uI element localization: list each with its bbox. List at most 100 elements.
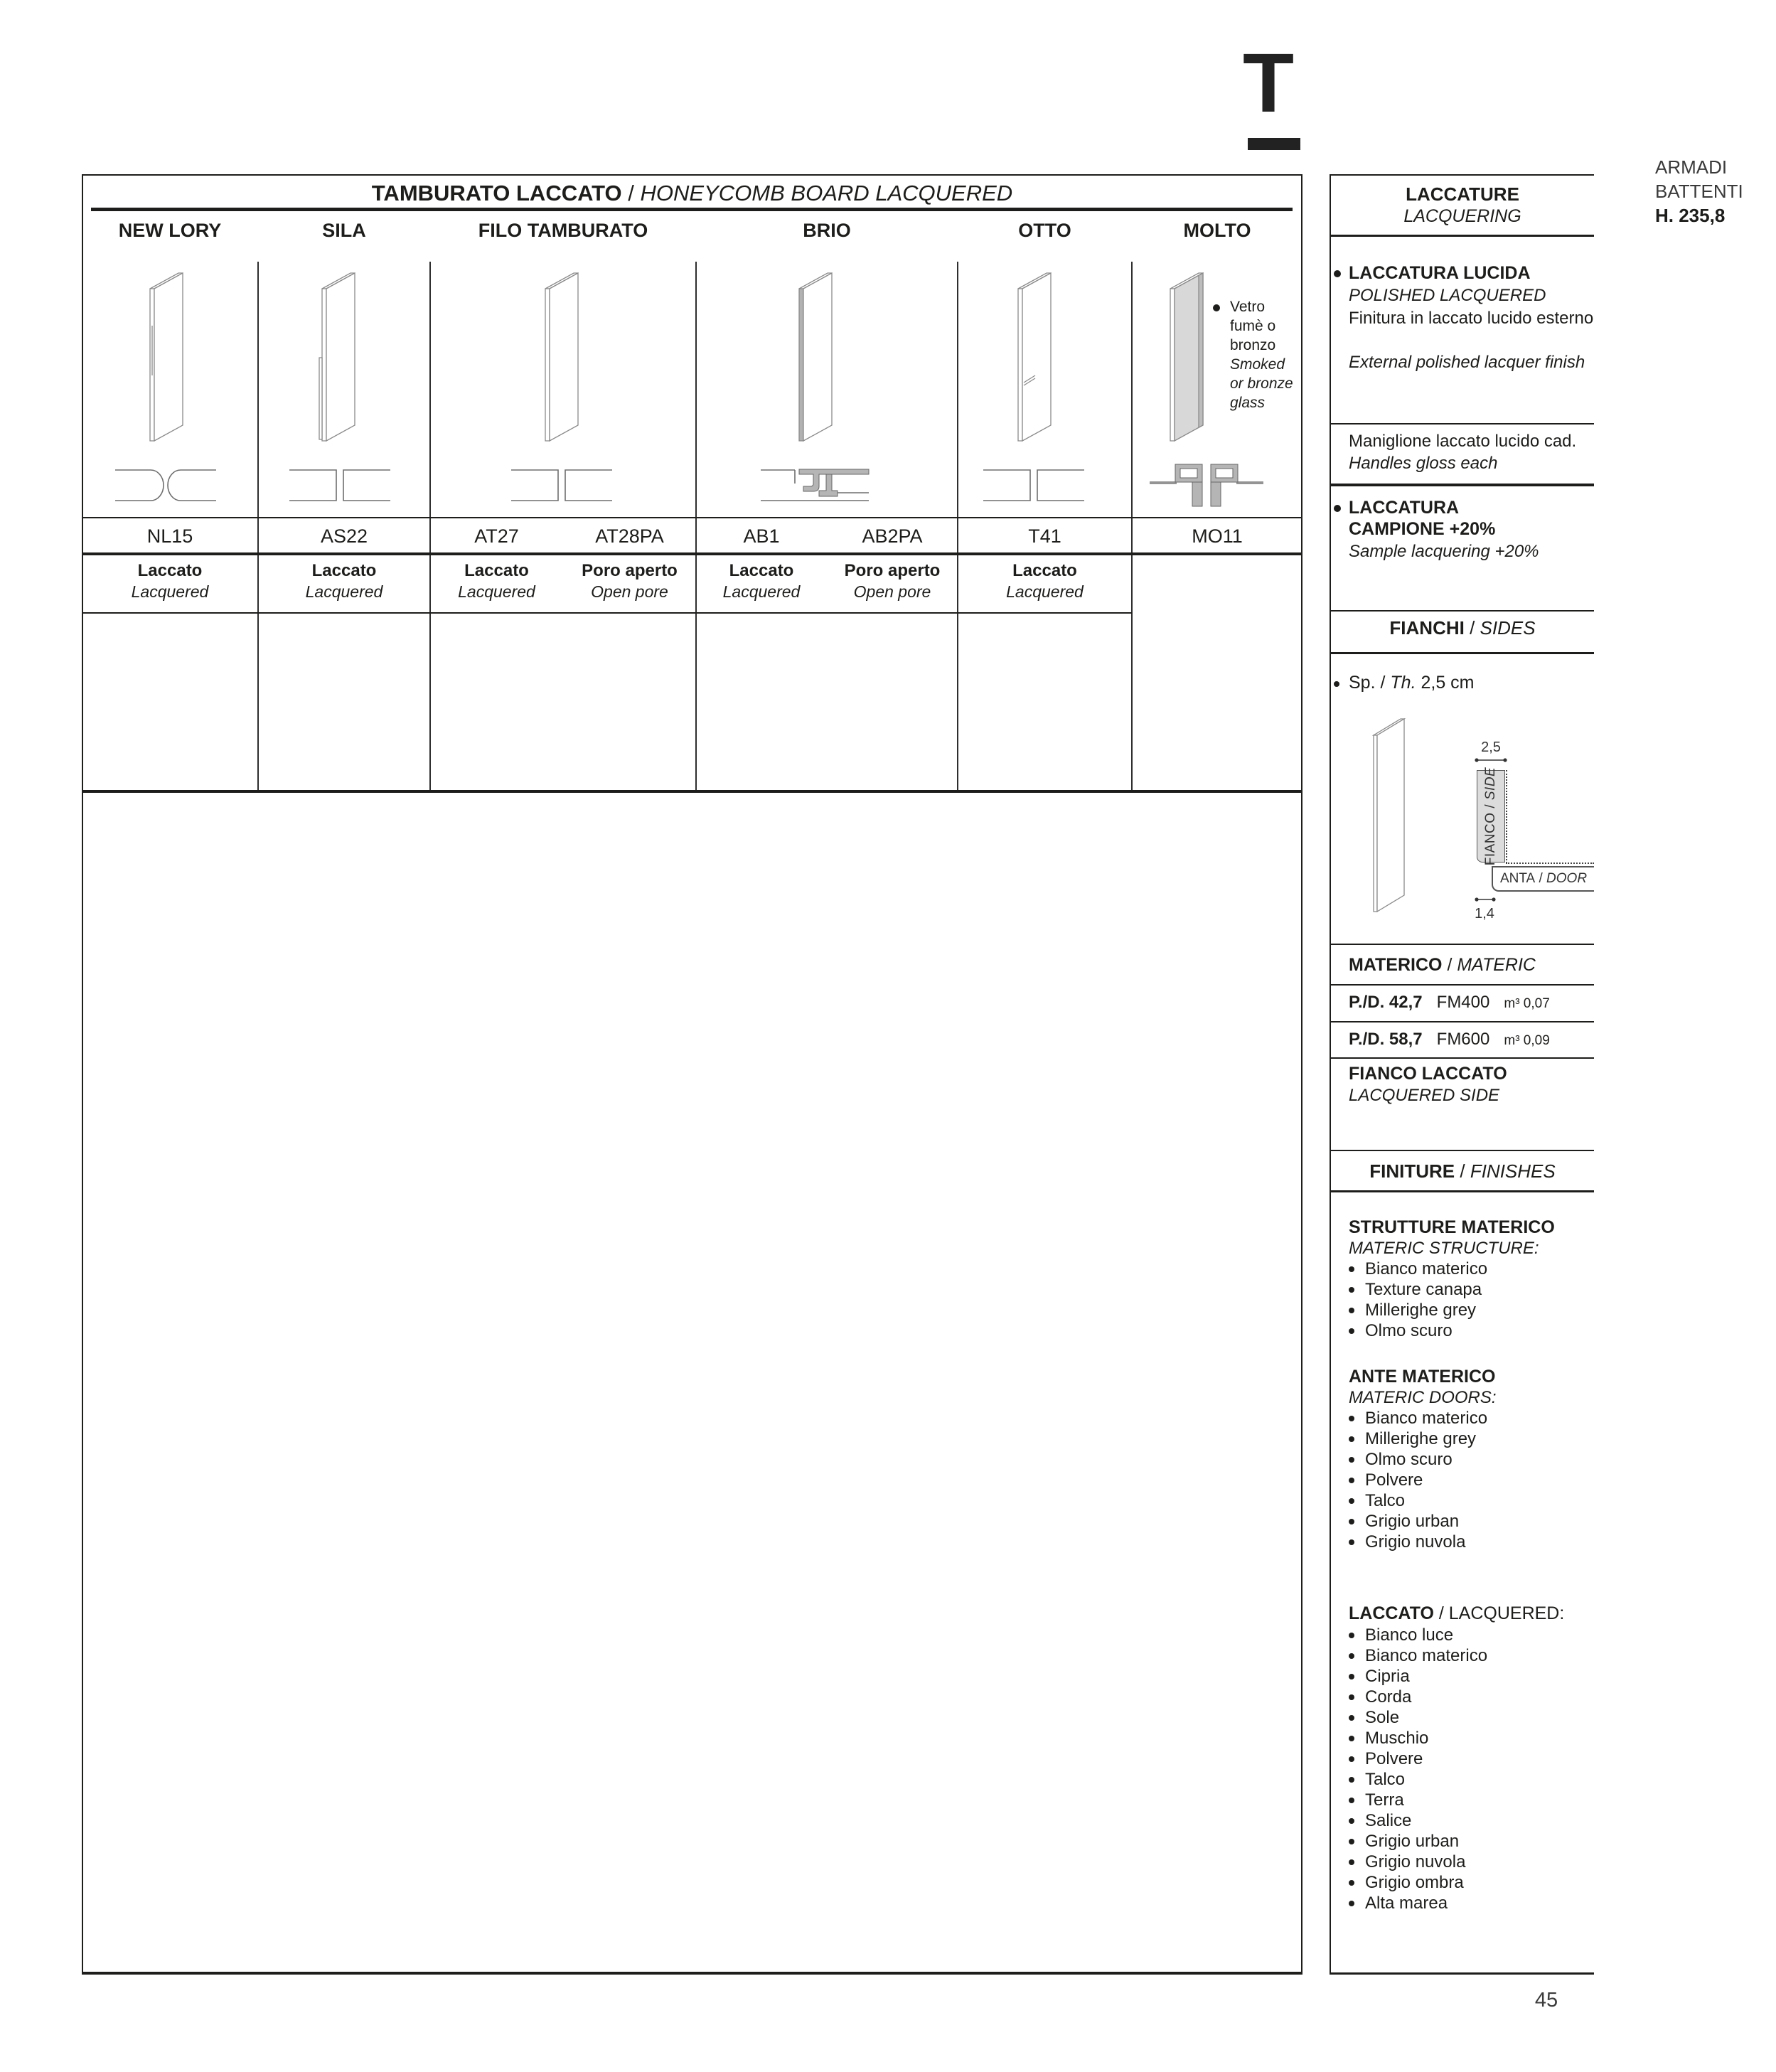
bullet-dot	[1349, 1797, 1354, 1803]
table-title-en: HONEYCOMB BOARD LACQUERED	[640, 181, 1013, 205]
column-header-otto: OTTO	[1018, 219, 1071, 241]
column-header-molto: MOLTO	[1183, 219, 1251, 241]
finish-name: Bianco luce	[1365, 1625, 1454, 1645]
glass-note-line: Smoked	[1230, 356, 1285, 373]
panel-section-title-finiture: FINITURE / FINISHES	[1331, 1160, 1594, 1182]
bullet-dot	[1349, 1436, 1354, 1442]
side-label-it: FIANCO	[1483, 812, 1498, 866]
bullet-dot	[1349, 1817, 1354, 1824]
finish-list-item: Cipria	[1349, 1666, 1487, 1687]
finish-name: Muschio	[1365, 1728, 1429, 1748]
campione-en: Sample lacquering +20%	[1349, 542, 1539, 561]
dotted-line-vertical	[1506, 770, 1507, 863]
handles-note-it: Maniglione laccato lucido cad.	[1349, 432, 1577, 451]
column-divider	[257, 262, 259, 791]
bullet-dot	[1349, 1756, 1354, 1762]
profile-section-new-lory	[115, 469, 216, 501]
fianchi-title-en: SIDES	[1480, 617, 1536, 639]
separator: /	[1483, 803, 1498, 808]
bullet-dot	[1349, 1776, 1354, 1783]
bullet-dot	[1334, 681, 1339, 687]
finish-label-it: Laccato	[729, 561, 794, 580]
thickness-label-it: Sp.	[1349, 673, 1376, 693]
glass-note-line: or bronze	[1230, 375, 1293, 392]
door-label-it: ANTA	[1499, 871, 1536, 886]
profile-section-molto	[1150, 464, 1263, 507]
finish-list-item: Terra	[1349, 1790, 1487, 1810]
finiture-title-it: FINITURE	[1369, 1160, 1455, 1182]
finish-list-item: Olmo scuro	[1349, 1449, 1487, 1470]
materico-code: FM400	[1436, 993, 1490, 1012]
side-label-en: SIDE	[1483, 767, 1498, 801]
campione-line-1: LACCATURA	[1349, 498, 1460, 518]
panel-rule	[1330, 652, 1594, 654]
bullet-dot	[1349, 1307, 1354, 1313]
side-panel-illustration	[1371, 717, 1406, 913]
panel-rule	[1330, 174, 1594, 176]
panel-bottom-rule	[1330, 1972, 1594, 1975]
bullet-dot	[1349, 1652, 1354, 1659]
finishes-bottom-rule	[82, 612, 1132, 614]
separator: /	[1447, 955, 1453, 975]
bullet-dot	[1349, 1838, 1354, 1844]
panel-rule	[1330, 984, 1594, 986]
laccatura-lucida-subtitle: POLISHED LACQUERED	[1349, 286, 1546, 305]
finish-list-item: Polvere	[1349, 1748, 1487, 1769]
finish-label-en: Open pore	[853, 582, 931, 601]
door-illustration-molto	[1170, 272, 1204, 442]
bullet-dot	[1349, 1518, 1354, 1524]
finish-label-en: Lacquered	[722, 582, 801, 601]
finish-name: Bianco materico	[1365, 1408, 1488, 1428]
bullet-dot	[1349, 1673, 1354, 1680]
column-divider	[429, 262, 431, 791]
finish-label-en: Lacquered	[305, 582, 383, 601]
door-section-bar: ANTA / DOOR	[1492, 866, 1594, 892]
finish-name: Bianco materico	[1365, 1259, 1488, 1278]
finish-name: Polvere	[1365, 1748, 1423, 1768]
panel-rule	[1330, 610, 1594, 612]
finish-name: Terra	[1365, 1790, 1404, 1810]
table-title-it: TAMBURATO LACCATO	[371, 181, 622, 205]
finish-name: Grigio ombra	[1365, 1872, 1464, 1892]
finish-label-it: Laccato	[1012, 561, 1077, 580]
finish-name: Salice	[1365, 1810, 1412, 1830]
glass-note-line: fumè o	[1230, 318, 1276, 334]
campione-line-2: CAMPIONE +20%	[1349, 519, 1496, 539]
finish-list-item: Bianco materico	[1349, 1645, 1487, 1666]
finish-group-title: LACCATO / LACQUERED:	[1349, 1603, 1564, 1624]
separator: /	[1380, 673, 1386, 693]
brand-logo-underscore	[1248, 138, 1300, 150]
panel-rule	[1330, 1190, 1594, 1192]
separator: /	[1438, 1603, 1444, 1623]
column-header-new-lory: NEW LORY	[118, 219, 222, 241]
materico-row: P./D. 42,7 FM400 m³ 0,07	[1349, 993, 1550, 1013]
thickness-value: 2,5 cm	[1421, 673, 1475, 693]
finiture-title-en: FINISHES	[1470, 1160, 1556, 1182]
dim-label-1-4: 1,4	[1475, 906, 1494, 922]
glass-note-line: Vetro	[1230, 299, 1266, 315]
finish-name: Millerighe grey	[1365, 1300, 1477, 1320]
finish-list-strutture: Bianco materico Texture canapa Millerighe …	[1349, 1259, 1487, 1341]
panel-rule	[1330, 944, 1594, 945]
materico-row: P./D. 58,7 FM600 m³ 0,09	[1349, 1030, 1550, 1050]
finish-list-item: Bianco materico	[1349, 1259, 1487, 1279]
bullet-dot	[1349, 1477, 1354, 1483]
finish-name: Cipria	[1365, 1666, 1410, 1686]
materico-title-it: MATERICO	[1349, 955, 1443, 975]
laccato-title-en: LACQUERED:	[1448, 1603, 1565, 1623]
finish-list-item: Grigio nuvola	[1349, 1532, 1487, 1552]
finish-label-it: Poro aperto	[844, 561, 941, 580]
column-header-filo-tamburato: FILO TAMBURATO	[478, 219, 648, 241]
materico-volume: m³ 0,07	[1504, 996, 1550, 1011]
finish-list-item: Muschio	[1349, 1728, 1487, 1748]
finish-group-subtitle: MATERIC DOORS:	[1349, 1388, 1497, 1407]
profile-section-filo-tamburato	[511, 469, 612, 501]
finish-list-item: Grigio nuvola	[1349, 1852, 1487, 1872]
panel-rule	[1330, 1021, 1594, 1022]
materico-side-note-en: LACQUERED SIDE	[1349, 1086, 1500, 1105]
finish-list-item: Millerighe grey	[1349, 1300, 1487, 1320]
finish-label-en: Open pore	[591, 582, 668, 601]
separator: /	[1470, 617, 1475, 639]
laccato-title-it: LACCATO	[1349, 1603, 1434, 1623]
category-note: ARMADI BATTENTI H. 235,8	[1655, 155, 1743, 228]
